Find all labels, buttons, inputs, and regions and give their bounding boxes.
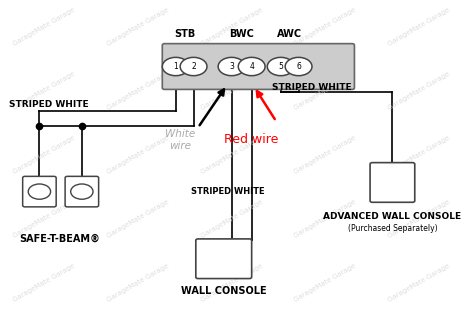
Text: GarageMate Garage: GarageMate Garage (200, 263, 264, 303)
Text: SAFE-T-BEAM®: SAFE-T-BEAM® (19, 234, 100, 244)
Text: GarageMate Garage: GarageMate Garage (106, 263, 170, 303)
Text: 4: 4 (249, 62, 254, 71)
Text: GarageMate Garage: GarageMate Garage (293, 71, 357, 111)
Text: White
wire: White wire (165, 129, 195, 151)
Circle shape (71, 184, 93, 199)
FancyBboxPatch shape (196, 239, 252, 279)
FancyBboxPatch shape (162, 44, 355, 89)
Text: GarageMate Garage: GarageMate Garage (12, 263, 76, 303)
Text: STB: STB (174, 29, 195, 39)
Text: GarageMate Garage: GarageMate Garage (106, 71, 170, 111)
FancyBboxPatch shape (65, 176, 99, 207)
Text: GarageMate Garage: GarageMate Garage (200, 199, 264, 239)
Text: GarageMate Garage: GarageMate Garage (387, 199, 451, 239)
Text: WALL CONSOLE: WALL CONSOLE (181, 286, 266, 296)
Text: STRIPED WHITE: STRIPED WHITE (272, 83, 352, 92)
Text: ADVANCED WALL CONSOLE: ADVANCED WALL CONSOLE (323, 211, 462, 220)
Text: GarageMate Garage: GarageMate Garage (12, 135, 76, 175)
Circle shape (162, 57, 189, 76)
Text: GarageMate Garage: GarageMate Garage (293, 7, 357, 47)
Circle shape (180, 57, 207, 76)
Text: GarageMate Garage: GarageMate Garage (387, 7, 451, 47)
Text: GarageMate Garage: GarageMate Garage (293, 199, 357, 239)
Text: GarageMate Garage: GarageMate Garage (106, 135, 170, 175)
Circle shape (285, 57, 312, 76)
Text: GarageMate Garage: GarageMate Garage (12, 199, 76, 239)
Text: Red wire: Red wire (225, 133, 279, 146)
Text: 2: 2 (191, 62, 196, 71)
Text: GarageMate Garage: GarageMate Garage (200, 135, 264, 175)
Text: (Purchased Separately): (Purchased Separately) (347, 224, 437, 233)
Circle shape (267, 57, 294, 76)
Circle shape (218, 57, 245, 76)
Text: 5: 5 (278, 62, 283, 71)
Text: 1: 1 (173, 62, 178, 71)
FancyBboxPatch shape (370, 163, 415, 202)
Text: AWC: AWC (277, 29, 302, 39)
Text: STRIPED WHITE: STRIPED WHITE (191, 187, 265, 196)
Text: GarageMate Garage: GarageMate Garage (293, 263, 357, 303)
Text: GarageMate Garage: GarageMate Garage (106, 199, 170, 239)
Text: GarageMate Garage: GarageMate Garage (387, 263, 451, 303)
Text: GarageMate Garage: GarageMate Garage (387, 71, 451, 111)
Text: GarageMate Garage: GarageMate Garage (200, 71, 264, 111)
Text: GarageMate Garage: GarageMate Garage (387, 135, 451, 175)
Text: STRIPED WHITE: STRIPED WHITE (9, 100, 88, 109)
Text: 6: 6 (296, 62, 301, 71)
Text: GarageMate Garage: GarageMate Garage (200, 7, 264, 47)
Circle shape (238, 57, 265, 76)
Text: GarageMate Garage: GarageMate Garage (106, 7, 170, 47)
Text: BWC: BWC (229, 29, 254, 39)
Text: GarageMate Garage: GarageMate Garage (293, 135, 357, 175)
Text: 3: 3 (229, 62, 234, 71)
Circle shape (28, 184, 51, 199)
Text: GarageMate Garage: GarageMate Garage (12, 7, 76, 47)
FancyBboxPatch shape (23, 176, 56, 207)
Text: GarageMate Garage: GarageMate Garage (12, 71, 76, 111)
